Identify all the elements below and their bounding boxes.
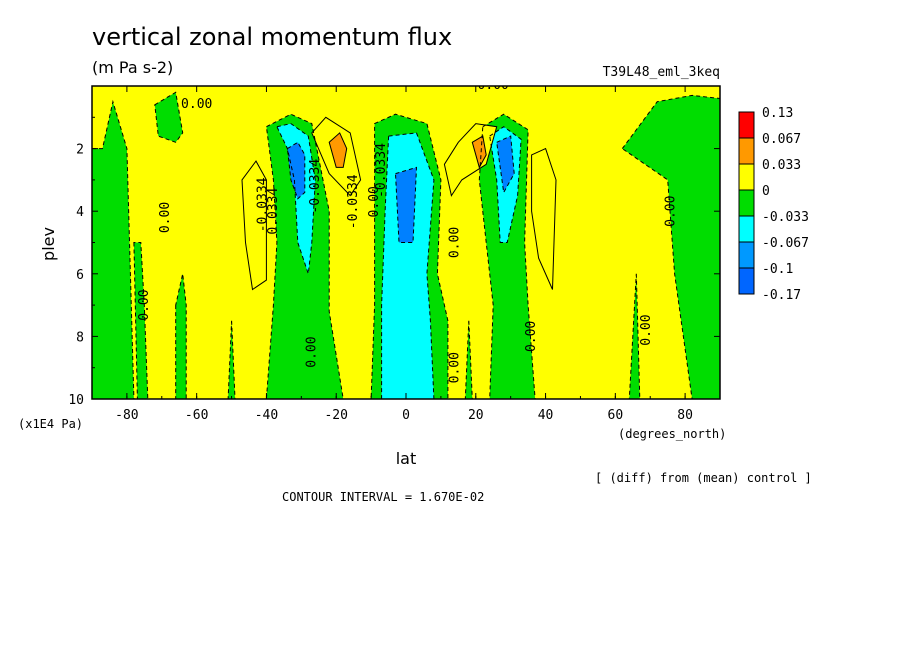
- contour-green-south-stripe-b: [175, 273, 187, 399]
- contour-orange-north: [531, 147, 557, 290]
- contour-orange-north-upper: [443, 123, 498, 197]
- contour-green-south-bump: [154, 91, 184, 143]
- contour-label: 0.00: [524, 321, 539, 352]
- contour-label: 0.00: [367, 186, 382, 217]
- contour-label: -0.0334: [308, 159, 323, 214]
- legend-level-label: 0: [762, 184, 770, 199]
- legend-swatch: [738, 163, 755, 191]
- y-tick-label: 8: [76, 330, 84, 345]
- contour-blue-equator: [394, 166, 418, 243]
- legend-swatch: [738, 267, 755, 295]
- region-green-south-stripe-a: [133, 242, 148, 399]
- region-blue-south-jet: [287, 142, 305, 199]
- x-tick-label: -40: [255, 408, 278, 423]
- legend-swatch: [738, 137, 755, 165]
- x-axis-label: lat: [396, 449, 417, 468]
- legend-level-label: -0.17: [762, 288, 801, 303]
- contour-label: 0.00: [181, 97, 212, 112]
- contour-green-south-jet: [265, 113, 344, 399]
- region-orange-north: [531, 148, 556, 290]
- legend-level-label: -0.1: [762, 262, 793, 277]
- y-units: (x1E4 Pa): [18, 417, 83, 431]
- legend-swatch: [738, 111, 755, 139]
- legend-level-label: 0.033: [762, 158, 801, 173]
- diff-note: [ (diff) from (mean) control ]: [595, 471, 812, 485]
- x-tick-label: 80: [677, 408, 693, 423]
- y-tick-label: 4: [76, 205, 84, 220]
- contour-label: 0.00: [478, 78, 509, 93]
- x-tick-label: 0: [402, 408, 410, 423]
- region-cyan-south-jet: [276, 123, 316, 274]
- region-red-north: [472, 136, 487, 168]
- contour-blue-north-jet: [496, 135, 515, 194]
- contour-interval: CONTOUR INTERVAL = 1.670E-02: [282, 490, 484, 504]
- contour-green-north-stripe-b: [628, 273, 641, 399]
- x-units: (degrees_north): [618, 427, 726, 441]
- contour-cyan-equator: [381, 132, 435, 399]
- x-tick-label: 40: [538, 408, 554, 423]
- contour-green-south-stripe-a: [133, 242, 149, 399]
- contour-label: 0.00: [664, 196, 679, 227]
- contour-green-polar-south: [92, 99, 135, 399]
- chart-units: (m Pa s-2): [92, 58, 173, 77]
- contour-label: 0.0334: [266, 188, 281, 235]
- contour-green-north-jet: [478, 113, 536, 399]
- legend: 0.13 0.067 0.033 0 -0.033 -0.067 -0.1 -0.17: [738, 106, 809, 303]
- contour-label: 0.00: [447, 352, 462, 383]
- region-green-south-stripe-c: [228, 320, 235, 399]
- region-green-polar-south: [92, 101, 134, 399]
- run-label: T39L48_eml_3keq: [603, 65, 720, 80]
- x-tick-label: -20: [324, 408, 347, 423]
- x-tick-label: -80: [115, 408, 138, 423]
- contour-green-north-polar: [621, 94, 720, 399]
- contour-red-north: [471, 135, 487, 169]
- region-blue-equator: [395, 167, 417, 243]
- legend-level-label: -0.033: [762, 210, 809, 225]
- contour-blue-south-jet: [286, 141, 306, 200]
- contour-label: 0.00: [639, 314, 654, 345]
- x-tick-label: 60: [608, 408, 624, 423]
- contour-label: 0.00: [304, 336, 319, 367]
- region-green-north-stripe-b: [629, 273, 640, 399]
- region-green-north-jet: [479, 114, 536, 399]
- legend-swatch: [738, 215, 755, 243]
- contour-label: 0.00: [158, 202, 173, 233]
- legend-level-label: 0.13: [762, 106, 793, 121]
- region-green-north-polar: [622, 95, 720, 399]
- x-tick-label: 20: [468, 408, 484, 423]
- contour-label: -0.0334: [255, 177, 270, 232]
- x-axis: -80 -60 -40 -20 0 20 40 60 80: [91, 86, 721, 423]
- legend-level-label: 0.067: [762, 132, 801, 147]
- y-axis-label: plev: [39, 227, 58, 261]
- contour-orange-south: [241, 160, 267, 291]
- contour-label: 0.00: [137, 289, 152, 320]
- x-tick-label: -60: [185, 408, 208, 423]
- legend-swatch: [738, 189, 755, 217]
- contour-red-south: [328, 132, 348, 168]
- contour-orange-south-upper: [311, 116, 362, 197]
- legend-level-label: -0.067: [762, 236, 809, 251]
- y-axis: 2 4 6 8 10: [68, 116, 720, 408]
- region-green-north-stripe: [465, 320, 473, 399]
- region-cyan-equator: [381, 132, 434, 399]
- y-tick-label: 10: [68, 393, 84, 408]
- chart-title: vertical zonal momentum flux: [92, 23, 452, 51]
- contour-label: 0.00: [447, 227, 462, 258]
- region-green-south-bump: [154, 92, 183, 143]
- contour-label: -0.0334: [374, 143, 389, 198]
- contour-lines: [92, 91, 720, 399]
- legend-swatch: [738, 241, 755, 269]
- region-green-south-stripe-b: [175, 273, 187, 399]
- region-blue-north-jet: [496, 136, 515, 193]
- contour-green-equator: [370, 113, 449, 399]
- region-red-south: [329, 132, 347, 168]
- y-tick-label: 6: [76, 268, 84, 283]
- contour-label: -0.0334: [346, 174, 361, 229]
- y-tick-label: 2: [76, 143, 84, 158]
